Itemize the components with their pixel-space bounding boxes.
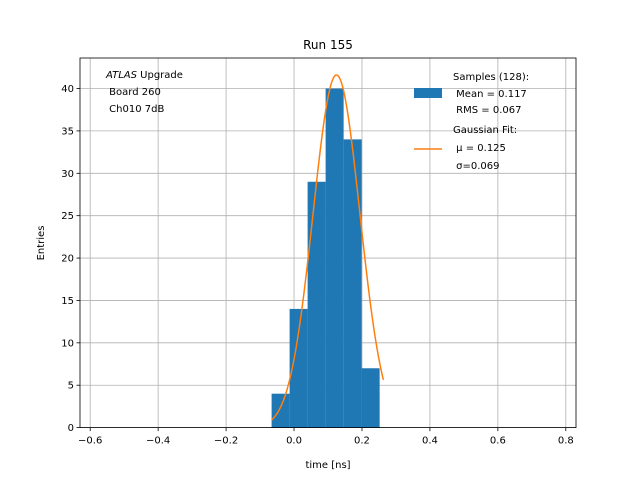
y-tick-label: 25 [61, 211, 74, 222]
gaussian-fit-curve [271, 74, 385, 421]
y-tick-label: 20 [61, 254, 74, 265]
annotation-line-board: Board 260 [106, 87, 161, 98]
y-axis-label: Entries [36, 226, 47, 261]
x-tick-label: 0.6 [490, 436, 506, 447]
y-tick-label: 40 [61, 84, 74, 95]
histogram-bar [271, 393, 290, 428]
x-tick-label: 0.8 [558, 436, 574, 447]
histogram-bar [307, 181, 326, 428]
x-axis-label: time [ns] [305, 460, 350, 471]
chart-title: Run 155 [303, 38, 353, 52]
legend-fit-line-2: μ = 0.125 [453, 143, 506, 154]
legend-fit-line-1: Gaussian Fit: [453, 125, 517, 136]
histogram-bar [325, 88, 344, 428]
histogram-bars [271, 88, 380, 428]
annotation-box: ATLAS Upgrade Board 260 Ch010 7dB [105, 70, 183, 115]
annotation-atlas-italic: ATLAS [105, 70, 138, 81]
x-tick-label: 0.4 [422, 436, 438, 447]
plot-frame [79, 57, 577, 429]
y-tick-label: 35 [61, 126, 74, 137]
histogram-bar [361, 368, 380, 428]
x-axis-ticks: −0.6 −0.4 −0.2 0.0 0.2 0.4 0.6 0.8 [78, 427, 574, 447]
x-tick-label: −0.2 [214, 436, 238, 447]
annotation-line-channel: Ch010 7dB [106, 104, 164, 115]
legend-histogram-swatch [414, 88, 442, 98]
legend: Samples (128): Mean = 0.117 RMS = 0.067 … [414, 72, 529, 172]
x-tick-label: 0.0 [286, 436, 302, 447]
histogram-bar [289, 308, 308, 428]
legend-histogram-line-3: RMS = 0.067 [453, 105, 521, 116]
annotation-atlas-rest: Upgrade [137, 70, 183, 81]
legend-histogram-line-1: Samples (128): [453, 72, 529, 83]
y-tick-label: 5 [68, 381, 74, 392]
y-tick-label: 0 [68, 423, 74, 434]
legend-histogram-line-2: Mean = 0.117 [453, 89, 527, 100]
x-tick-label: −0.6 [78, 436, 102, 447]
x-tick-label: −0.4 [146, 436, 170, 447]
y-tick-label: 15 [61, 296, 74, 307]
x-tick-label: 0.2 [354, 436, 370, 447]
annotation-line-atlas: ATLAS Upgrade [105, 70, 183, 81]
y-axis-ticks: 0 5 10 15 20 25 30 35 40 [61, 84, 80, 434]
histogram-bar [343, 139, 362, 428]
y-tick-label: 10 [61, 338, 74, 349]
y-tick-label: 30 [61, 169, 74, 180]
legend-fit-line-3: σ=0.069 [453, 161, 500, 172]
